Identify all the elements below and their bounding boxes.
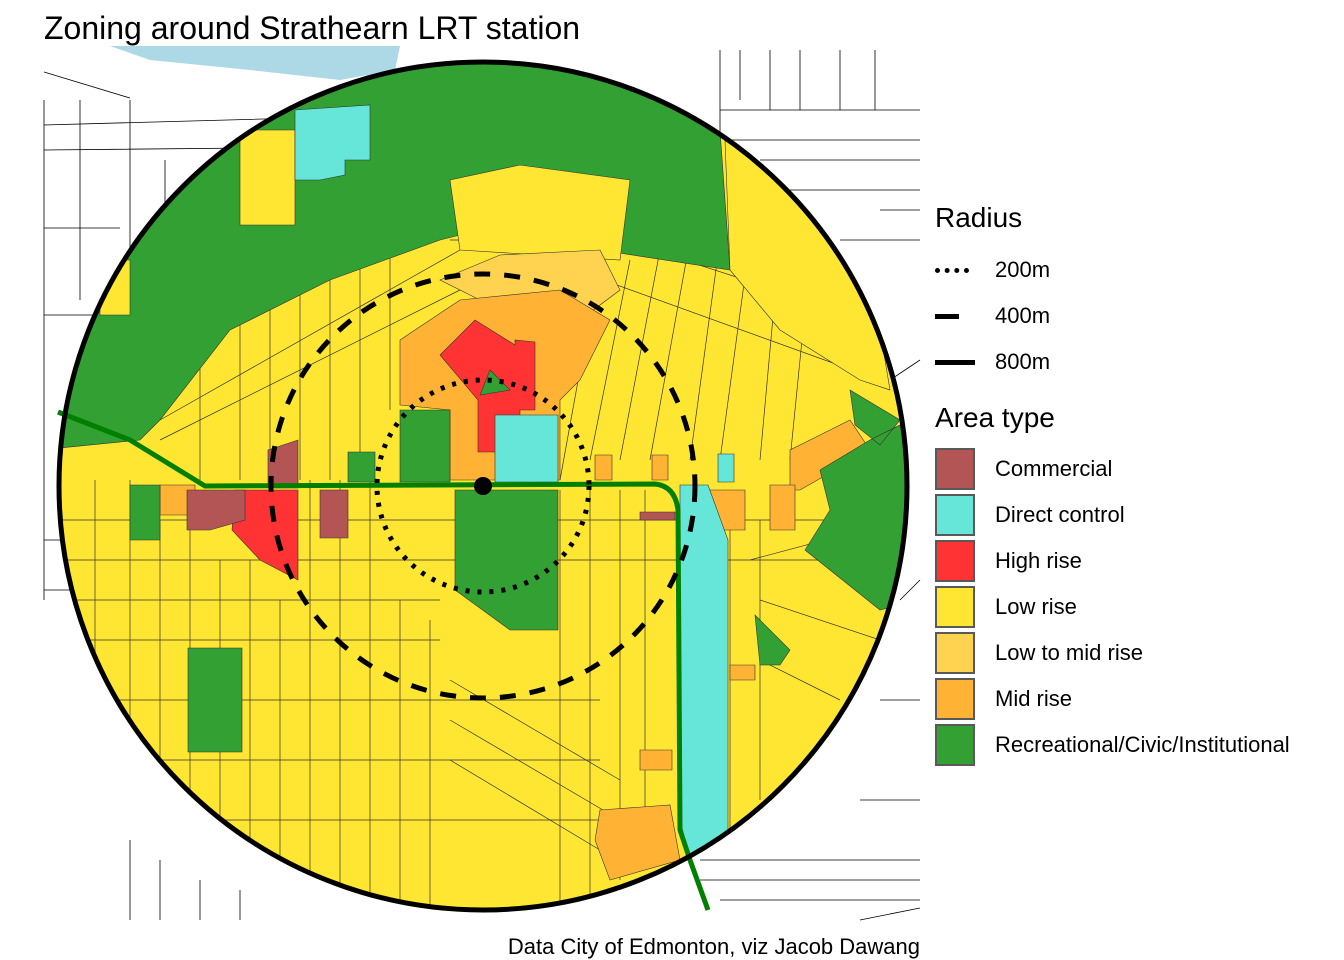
recreational-area <box>754 614 791 666</box>
high-rise-swatch <box>935 540 975 582</box>
legend-item-commercial: Commercial <box>935 447 1112 491</box>
caption: Data City of Edmonton, viz Jacob Dawang <box>507 934 920 959</box>
recreational-area <box>187 647 243 753</box>
river <box>110 46 400 80</box>
low-to-mid-rise-swatch <box>935 632 975 674</box>
legend-item-direct-control: Direct control <box>935 493 1125 537</box>
mid-rise-area <box>594 804 681 881</box>
low-rise-block <box>239 129 296 226</box>
radius-legend-400m: 400m <box>935 301 1050 331</box>
map-title: Zoning around Strathearn LRT station <box>44 10 581 46</box>
legend-item-high-rise: High rise <box>935 539 1082 583</box>
direct-control-area <box>294 104 371 181</box>
low-rise-block <box>449 164 631 261</box>
legend-item-low-to-mid-rise: Low to mid rise <box>935 631 1143 675</box>
recreational-area <box>347 369 511 483</box>
strathearn-station-marker <box>474 477 492 495</box>
recreational-area <box>454 489 559 631</box>
radius-200m-circle <box>374 377 592 595</box>
recreational-area <box>129 484 161 541</box>
mid-rise-swatch <box>935 678 975 720</box>
low-rise-swatch <box>935 586 975 628</box>
radius-legend-title: Radius <box>935 202 1023 233</box>
solid-line-icon <box>935 359 975 365</box>
low-rise-block <box>99 259 131 316</box>
area-legend-title: Area type <box>935 402 1055 433</box>
zoning-map <box>43 46 921 921</box>
recreational-swatch <box>935 724 975 766</box>
street-grid <box>43 50 921 921</box>
dashed-line-icon <box>935 313 959 319</box>
legend-item-mid-rise: Mid rise <box>935 677 1072 721</box>
legend-item-low-rise: Low rise <box>935 585 1077 629</box>
radius-800m-circle <box>56 59 910 913</box>
radius-legend-200m: 200m <box>935 255 1050 285</box>
direct-control-swatch <box>935 494 975 536</box>
commercial-swatch <box>935 448 975 490</box>
mid-rise-area <box>594 454 796 771</box>
radius-legend-800m: 800m <box>935 347 1050 377</box>
lrt-line <box>57 409 711 911</box>
dotted-line-icon <box>935 267 969 273</box>
radius-400m-circle <box>268 271 698 701</box>
legend-item-recreational: Recreational/Civic/Institutional <box>935 723 1290 767</box>
direct-control-area-lrt-corridor <box>679 484 729 861</box>
